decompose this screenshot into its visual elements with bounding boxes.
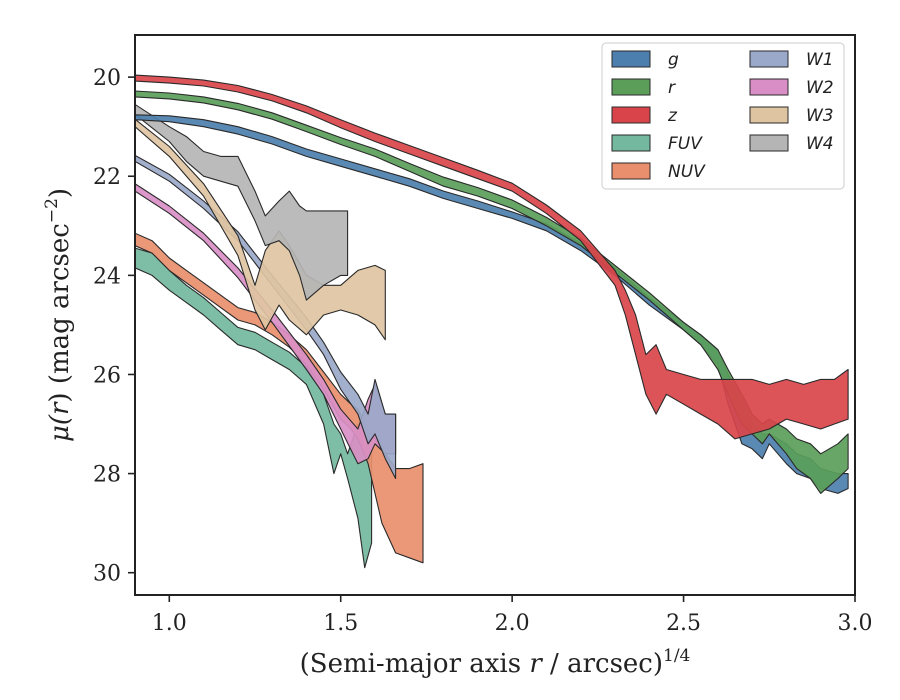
- band-r: [135, 90, 849, 494]
- x-tick-label: 1.5: [323, 611, 358, 636]
- x-axis: 1.0 1.5 2.0 2.5 3.0: [152, 595, 873, 636]
- band-w4: [135, 103, 349, 301]
- y-tick-label: 26: [93, 363, 121, 388]
- legend-swatch-nuv: [611, 162, 651, 180]
- legend-swatch-fuv: [611, 134, 651, 152]
- x-axis-label: (Semi-major axis r / arcsec)1/4: [300, 646, 691, 679]
- legend-swatch-w3: [749, 106, 789, 124]
- legend-label-w4: W4: [806, 134, 834, 154]
- x-tick-label: 1.0: [152, 611, 187, 636]
- band-nuv: [135, 232, 424, 564]
- legend-label-w2: W2: [806, 78, 834, 98]
- band-z: [135, 74, 849, 440]
- legend-label-w1: W1: [806, 50, 834, 70]
- legend-swatch-w1: [749, 50, 789, 68]
- band-g: [135, 114, 849, 494]
- y-tick-label: 30: [93, 562, 121, 587]
- y-tick-label: 24: [93, 264, 121, 289]
- y-axis: 20 22 24 26 28 30: [93, 66, 135, 587]
- legend-swatch-r: [611, 78, 651, 96]
- y-tick-label: 20: [93, 66, 121, 91]
- legend-swatch-g: [611, 50, 651, 68]
- band-w3: [135, 118, 386, 341]
- legend-label-z: z: [667, 106, 678, 126]
- legend-label-nuv: NUV: [668, 162, 706, 182]
- legend-swatch-w2: [749, 78, 789, 96]
- legend-label-w3: W3: [806, 106, 834, 126]
- plot-frame: [134, 34, 856, 596]
- y-tick-label: 28: [93, 463, 121, 488]
- legend-swatch-z: [611, 106, 651, 124]
- x-tick-label: 3.0: [838, 611, 873, 636]
- series-bands: [135, 74, 849, 569]
- legend: grz FUV NUV W1 W2 W3 W4: [601, 42, 845, 190]
- legend-label-fuv: FUV: [668, 134, 703, 154]
- legend-swatch-w4: [749, 134, 789, 152]
- y-axis-label: μ(r) (mag arcsec−2): [42, 188, 75, 442]
- x-tick-label: 2.0: [495, 611, 530, 636]
- legend-label-r: r: [668, 78, 676, 98]
- legend-label-g: g: [668, 50, 679, 70]
- x-tick-label: 2.5: [666, 611, 701, 636]
- y-tick-label: 22: [93, 165, 121, 190]
- band-fuv: [135, 247, 373, 569]
